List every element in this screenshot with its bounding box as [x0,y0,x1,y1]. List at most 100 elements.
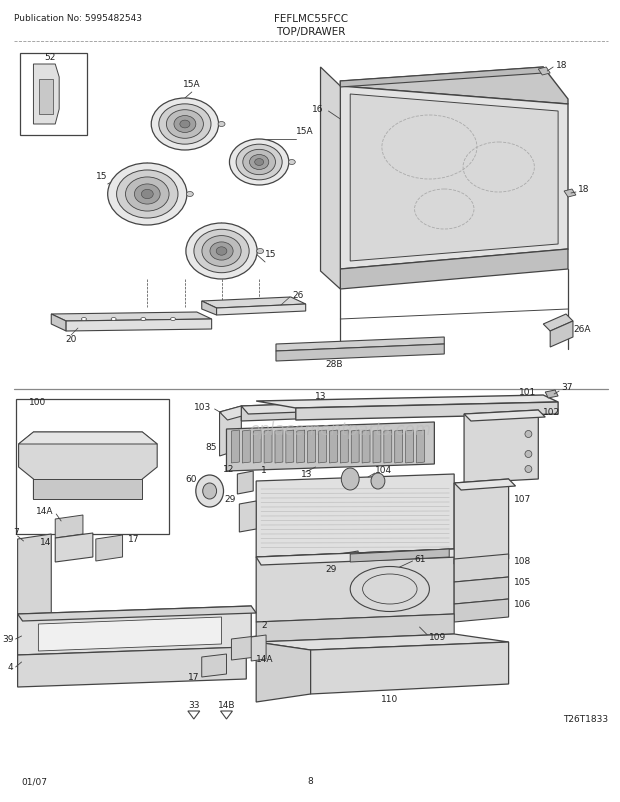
Ellipse shape [174,116,196,133]
Text: eplacementparts.com: eplacementparts.com [249,420,432,439]
Text: 28B: 28B [326,360,343,369]
Text: 104: 104 [375,466,392,475]
Polygon shape [373,431,381,464]
Polygon shape [51,314,66,331]
Polygon shape [384,431,392,464]
Polygon shape [340,68,568,105]
Ellipse shape [249,156,269,170]
Polygon shape [40,80,53,115]
Text: 109: 109 [430,633,446,642]
Polygon shape [19,432,157,500]
Ellipse shape [111,318,116,321]
Polygon shape [256,549,454,622]
Polygon shape [464,411,545,422]
Text: 12: 12 [223,465,234,474]
Text: 14B: 14B [218,701,235,710]
Polygon shape [321,68,340,290]
Polygon shape [296,403,558,420]
Ellipse shape [151,99,219,151]
Polygon shape [550,322,573,347]
Ellipse shape [108,164,187,225]
Text: 01/07: 01/07 [22,776,48,785]
Polygon shape [66,320,211,331]
Text: 37: 37 [561,383,573,392]
Text: 29: 29 [325,565,337,573]
Ellipse shape [342,468,359,490]
Polygon shape [350,95,558,261]
Polygon shape [256,475,454,557]
Polygon shape [256,614,454,642]
Ellipse shape [187,192,193,197]
Polygon shape [241,399,430,422]
Polygon shape [276,345,445,362]
Ellipse shape [218,123,225,128]
Polygon shape [241,399,436,415]
Polygon shape [340,551,358,574]
Ellipse shape [194,230,249,273]
Ellipse shape [229,140,289,186]
Polygon shape [276,338,445,351]
Text: 1: 1 [261,466,267,475]
Ellipse shape [159,105,211,145]
Polygon shape [33,480,143,500]
Text: 100: 100 [29,398,46,407]
Text: 85: 85 [205,443,216,452]
Text: 2: 2 [261,621,267,630]
Polygon shape [286,431,294,464]
Polygon shape [231,431,239,464]
Polygon shape [256,634,508,650]
Ellipse shape [180,121,190,129]
Polygon shape [564,190,576,198]
Text: 108: 108 [513,557,531,565]
Text: 103: 103 [195,403,211,412]
Polygon shape [237,472,253,494]
Text: Publication No: 5995482543: Publication No: 5995482543 [14,14,141,23]
Ellipse shape [243,150,275,176]
Polygon shape [256,549,459,565]
Polygon shape [202,298,306,309]
Ellipse shape [117,171,178,219]
Text: 15A: 15A [183,80,201,89]
Text: 18: 18 [556,60,568,70]
Text: 106: 106 [513,600,531,609]
Polygon shape [38,618,221,651]
Ellipse shape [170,318,175,321]
Bar [16,399,169,534]
Ellipse shape [141,318,146,321]
Polygon shape [231,636,256,660]
Text: 16: 16 [312,105,324,115]
Ellipse shape [216,248,227,256]
Polygon shape [538,68,550,76]
Text: 29: 29 [224,495,236,504]
Polygon shape [275,431,283,464]
Polygon shape [33,65,59,125]
Text: 13: 13 [315,392,326,401]
Polygon shape [17,606,251,655]
Polygon shape [202,654,226,677]
Text: 14A: 14A [36,507,53,516]
Ellipse shape [288,160,295,165]
Polygon shape [340,431,348,464]
Polygon shape [454,480,516,490]
Polygon shape [454,577,508,604]
Polygon shape [454,480,508,565]
Circle shape [525,451,532,458]
Ellipse shape [255,160,264,166]
Polygon shape [351,431,359,464]
Ellipse shape [141,190,153,200]
Polygon shape [319,431,327,464]
Ellipse shape [186,224,257,280]
Polygon shape [17,647,246,687]
Text: 4: 4 [8,662,14,671]
Polygon shape [340,87,568,269]
Polygon shape [219,407,241,456]
Polygon shape [350,549,450,562]
Ellipse shape [236,145,282,180]
Text: 107: 107 [513,495,531,504]
Polygon shape [340,68,543,88]
Text: 17: 17 [188,673,200,682]
Polygon shape [311,642,508,695]
Text: 61: 61 [415,555,426,564]
Text: 15: 15 [96,172,108,180]
Text: 15A: 15A [296,127,313,136]
